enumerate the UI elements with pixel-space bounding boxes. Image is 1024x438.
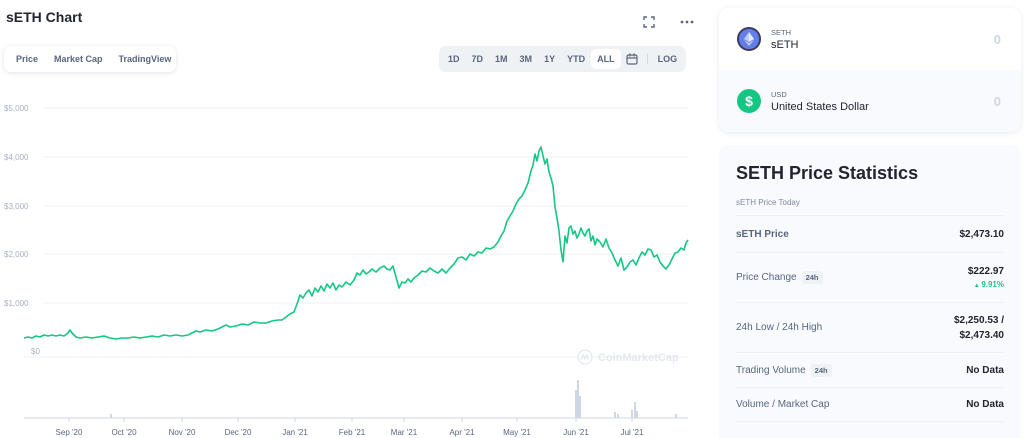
stat-value-low-high: $2,250.53 / $2,473.40: [954, 313, 1004, 343]
x-tick-mar-21: Mar '21: [390, 428, 418, 437]
converter-code-usd: USD: [771, 89, 787, 99]
tab-tradingview[interactable]: TradingView: [118, 54, 172, 64]
ethereum-icon: [737, 27, 761, 51]
stat-row-low-high: 24h Low / 24h High $2,250.53 / $2,473.40: [736, 303, 1004, 353]
range-7d[interactable]: 7D: [471, 54, 484, 64]
more-horizontal-icon[interactable]: [678, 13, 696, 31]
svg-text:CoinMarketCap: CoinMarketCap: [598, 352, 679, 364]
tag-24h: 24h: [810, 363, 832, 377]
x-tick-jan-21: Jan '21: [282, 428, 308, 437]
stat-label-trading-volume-text: Trading Volume: [736, 364, 806, 376]
stat-value-trading-volume: No Data: [966, 364, 1004, 376]
y-tick-0: $0: [31, 347, 40, 356]
range-3m[interactable]: 3M: [519, 54, 533, 64]
chart-actions: [640, 13, 696, 31]
y-tick-5000: $5,000: [4, 104, 29, 113]
log-toggle[interactable]: LOG: [657, 54, 678, 64]
tab-market-cap[interactable]: Market Cap: [54, 54, 103, 64]
x-tick-jul-21: Jul '21: [620, 428, 644, 437]
stat-label-volume-market-cap: Volume / Market Cap: [736, 399, 830, 410]
stat-value-price: $2,473.10: [959, 228, 1005, 240]
price-statistics-panel: SETH Price Statistics sETH Price Today s…: [719, 145, 1021, 438]
stat-label-price-change: Price Change 24h: [736, 271, 823, 284]
stat-label-price-change-text: Price Change: [736, 272, 797, 283]
price-change-percent: ▲ 9.91%: [973, 280, 1004, 289]
converter-code-seth: SETH: [771, 27, 792, 37]
converter-name-usd: United States Dollar: [771, 100, 869, 113]
converter-row-seth[interactable]: SETH sETH 0: [719, 8, 1021, 70]
caret-up-icon: ▲: [973, 283, 982, 289]
y-tick-4000: $4,000: [4, 153, 29, 162]
calendar-icon[interactable]: [621, 49, 643, 69]
stat-label-price: sETH Price: [736, 228, 789, 240]
range-1y[interactable]: 1Y: [544, 54, 556, 64]
converter-input-seth[interactable]: 0: [993, 31, 1001, 47]
x-tick-jun-21: Jun '21: [563, 428, 589, 437]
x-tick-may-21: May '21: [503, 428, 531, 437]
coinmarketcap-watermark: CoinMarketCap: [577, 349, 679, 365]
range-1d[interactable]: 1D: [448, 54, 460, 64]
x-tick-feb-21: Feb '21: [338, 428, 366, 437]
stat-label-low-high: 24h Low / 24h High: [736, 322, 823, 333]
stat-value-price-change: $222.97 ▲ 9.91%: [968, 264, 1004, 291]
range-1m[interactable]: 1M: [495, 54, 508, 64]
stat-row-trading-volume: Trading Volume 24h No Data: [736, 353, 1004, 388]
y-tick-3000: $3,000: [4, 202, 29, 211]
tag-24h: 24h: [801, 271, 823, 284]
converter-input-usd[interactable]: 0: [993, 93, 1001, 109]
x-tick-apr-21: Apr '21: [449, 428, 475, 437]
stat-label-trading-volume: Trading Volume 24h: [736, 363, 832, 377]
price-change-amount: $222.97: [967, 266, 1004, 277]
stats-title: SETH Price Statistics: [736, 163, 919, 183]
price-line: [23, 146, 689, 340]
stat-row-price: sETH Price $2,473.10: [736, 216, 1004, 253]
tab-price[interactable]: Price: [16, 54, 39, 64]
x-tick-oct-20: Oct '20: [111, 428, 137, 437]
stat-row-volume-market-cap: Volume / Market Cap No Data: [736, 388, 1004, 422]
x-tick-sep-20: Sep '20: [55, 428, 83, 437]
stat-value-high: $2,473.40: [959, 329, 1005, 341]
stat-value-low: $2,250.53 /: [953, 314, 1004, 326]
x-tick-nov-20: Nov '20: [168, 428, 196, 437]
price-chart[interactable]: $5,000 $4,000 $3,000 $2,000 $1,000 $0 Co…: [0, 90, 700, 438]
volume-bars: [110, 380, 677, 418]
x-tick-dec-20: Dec '20: [224, 428, 252, 437]
chart-plot: CoinMarketCap: [23, 107, 689, 422]
time-range-selector: 1D 7D 1M 3M 1Y YTD ALL LOG: [439, 46, 687, 72]
y-tick-2000: $2,000: [4, 250, 29, 259]
y-tick-1000: $1,000: [4, 299, 29, 308]
chart-type-tabs: Price Market Cap TradingView: [4, 46, 176, 72]
stat-row-price-change: Price Change 24h $222.97 ▲ 9.91%: [736, 253, 1004, 303]
range-divider: [646, 54, 648, 64]
currency-converter: SETH sETH 0 $ USD United States Dollar 0: [719, 8, 1021, 132]
range-all[interactable]: ALL: [591, 49, 621, 69]
dollar-icon: $: [737, 89, 761, 113]
converter-name-seth: sETH: [771, 38, 799, 51]
stats-subtitle: sETH Price Today: [736, 198, 1004, 216]
converter-row-usd[interactable]: $ USD United States Dollar 0: [719, 70, 1021, 132]
range-ytd[interactable]: YTD: [567, 54, 586, 64]
stat-value-volume-market-cap: No Data: [966, 399, 1004, 410]
chart-title: sETH Chart: [6, 9, 83, 25]
fullscreen-icon[interactable]: [640, 13, 658, 31]
